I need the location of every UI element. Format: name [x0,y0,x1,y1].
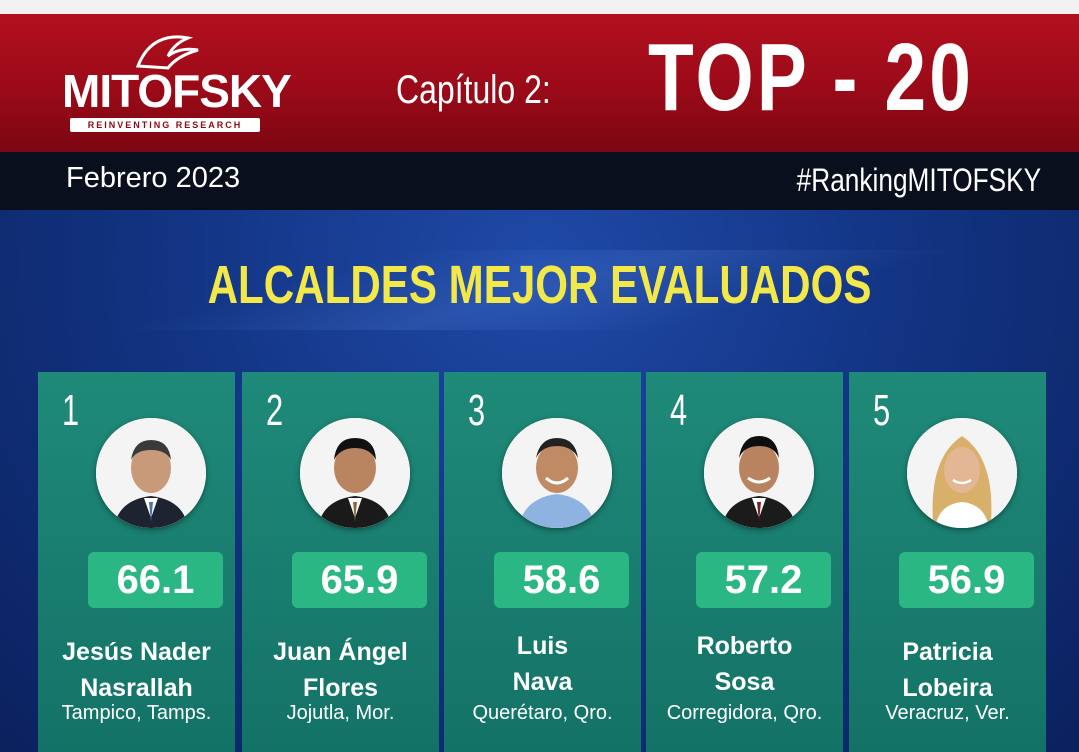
person-male-suit-icon [300,418,410,528]
score-badge: 65.9 [292,552,427,608]
city-label: Jojutla, Mor. [286,702,395,724]
rank-number: 2 [266,386,284,435]
rank-number: 5 [873,386,891,435]
rank-number: 3 [468,386,486,435]
person-male-suit-icon [704,418,814,528]
rank-number: 4 [670,386,688,435]
name-line-1: Luis [516,632,569,660]
score-badge: 57.2 [696,552,831,608]
name-line-2: Nasrallah [80,674,193,702]
light-streak [0,250,1079,330]
person-male-suit-icon [96,418,206,528]
section-heading: ALCALDES MEJOR EVALUADOS [0,254,1079,316]
date-label: Febrero 2023 [66,162,241,194]
ranking-card-2: 2 65.9 Juan Ángel Flores Jojutla, Mor. [242,372,439,752]
name-line-2: Nava [512,668,573,696]
score-badge: 56.9 [899,552,1034,608]
wing-icon [135,35,199,70]
name-line-2: Sosa [714,668,775,696]
rank-number: 1 [62,386,80,435]
name-line-1: Roberto [696,632,793,660]
logo-tagline: REINVENTING RESEARCH [70,118,260,132]
ranking-card-5: 5 56.9 Patricia Lobeira Veracruz, Ver. [849,372,1046,752]
name-line-1: Jesús Nader [62,638,211,666]
ranking-card-1: 1 66.1 Jesús Nader Nasrallah Tampico, Ta… [38,372,235,752]
score-badge: 66.1 [88,552,223,608]
name-line-1: Patricia [902,638,993,666]
city-label: Corregidora, Qro. [666,702,823,724]
logo-text: MITOFSKY [62,65,292,117]
avatar [96,418,206,528]
subheader-band [0,152,1079,210]
name-line-1: Juan Ángel [273,638,408,666]
city-label: Veracruz, Ver. [885,702,1010,724]
avatar [502,418,612,528]
top-strip [0,0,1079,14]
page-title: TOP - 20 [648,24,975,131]
city-label: Querétaro, Qro. [472,702,613,724]
mitofsky-logo: MITOFSKY REINVENTING RESEARCH [62,30,292,136]
person-male-casual-icon [502,418,612,528]
avatar [704,418,814,528]
person-female-icon [907,418,1017,528]
ranking-card-3: 3 58.6 Luis Nava Querétaro, Qro. [444,372,641,752]
avatar [907,418,1017,528]
name-line-2: Lobeira [902,674,993,702]
avatar [300,418,410,528]
ranking-card-4: 4 57.2 Roberto Sosa Corregidora, Qro. [646,372,843,752]
city-label: Tampico, Tamps. [61,702,212,724]
section-heading-text: ALCALDES MEJOR EVALUADOS [207,255,872,315]
chapter-label: Capítulo 2: [396,68,551,112]
name-line-2: Flores [302,674,379,702]
hashtag-label: #RankingMITOFSKY [796,162,1041,198]
score-badge: 58.6 [494,552,629,608]
